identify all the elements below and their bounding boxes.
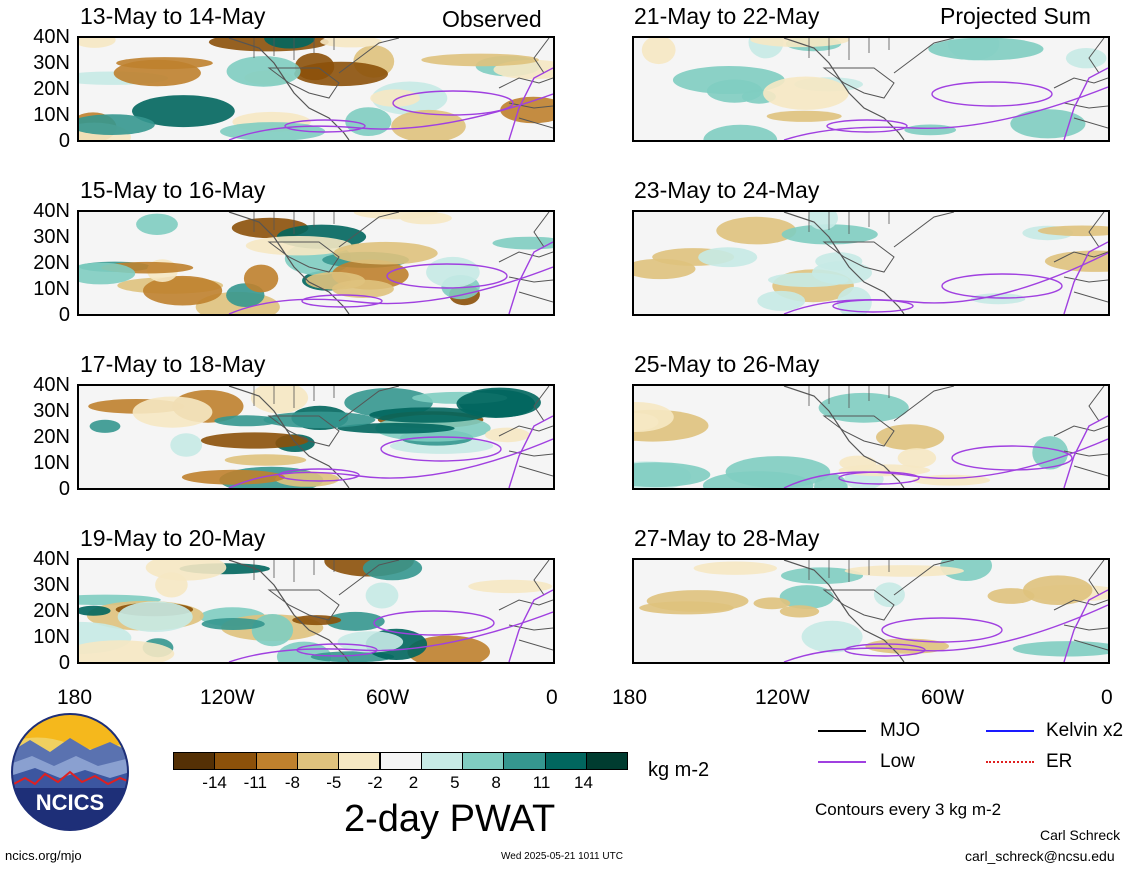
map-panel-left-1: [77, 36, 555, 142]
colorbar-swatch: [296, 752, 340, 770]
pwat-anomaly-map: [79, 560, 553, 662]
colorbar-swatch: [462, 752, 505, 770]
main-title: 2-day PWAT: [344, 798, 556, 840]
contour-note: Contours every 3 kg m-2: [815, 800, 1002, 819]
panel-title-left-2: 15-May to 16-May: [80, 177, 266, 203]
y-label: 20N: [33, 252, 70, 274]
panel-title-right-4: 27-May to 28-May: [634, 525, 820, 551]
legend-er: ER: [1046, 751, 1073, 772]
map-panel-right-1: [632, 36, 1110, 142]
colorbar-tick-label: 5: [450, 773, 460, 792]
footer-url[interactable]: ncics.org/mjo: [5, 848, 82, 863]
x-label: 180: [57, 686, 93, 709]
footer-email[interactable]: carl_schreck@ncsu.edu: [965, 848, 1115, 864]
pwat-anomaly-map: [79, 38, 553, 140]
footer-timestamp: Wed 2025-05-21 1011 UTC: [501, 851, 623, 862]
panel-title-left-3: 17-May to 18-May: [80, 351, 266, 377]
y-label: 40N: [33, 200, 70, 222]
y-label: 0: [58, 130, 70, 152]
panel-title-right-3: 25-May to 26-May: [634, 351, 820, 377]
observed-label: Observed: [442, 6, 542, 32]
er-line: [986, 761, 1034, 763]
y-label: 40N: [33, 548, 70, 570]
map-panel-right-3: [632, 384, 1110, 490]
y-label: 20N: [33, 600, 70, 622]
colorbar-tick-label: 2: [408, 773, 419, 792]
panel-title-left-4: 19-May to 20-May: [80, 525, 266, 551]
legend-low: Low: [880, 751, 915, 772]
map-panel-left-2: [77, 210, 555, 316]
logo-text: NCICS: [36, 790, 104, 815]
colorbar-tick-label: 14: [574, 773, 593, 792]
map-panel-left-3: [77, 384, 555, 490]
mjo-line: [818, 730, 866, 732]
logo-icon: NCICS: [11, 713, 129, 831]
colorbar-swatch: [338, 752, 381, 770]
pwat-anomaly-map: [634, 38, 1108, 140]
x-label: 0: [546, 686, 558, 709]
colorbar-units: kg m-2: [648, 759, 710, 781]
colorbar-tick-label: 11: [532, 773, 551, 792]
kelvin-line: [986, 730, 1034, 732]
legend-mjo: MJO: [880, 720, 921, 741]
y-label: 0: [58, 478, 70, 500]
x-label: 60W: [921, 686, 965, 709]
colorbar-swatch: [214, 752, 257, 770]
x-label: 180: [612, 686, 648, 709]
colorbar-tick-label: -5: [326, 773, 342, 792]
y-label: 30N: [33, 226, 70, 248]
y-label: 0: [58, 652, 70, 674]
y-label: 10N: [33, 278, 70, 300]
pwat-anomaly-map: [634, 560, 1108, 662]
colorbar-tick-label: 8: [491, 773, 501, 792]
y-label: 0: [58, 304, 70, 326]
y-label: 30N: [33, 52, 70, 74]
y-label: 10N: [33, 104, 70, 126]
projected-sum-label: Projected Sum: [940, 3, 1091, 29]
y-label: 30N: [33, 574, 70, 596]
y-label: 40N: [33, 26, 70, 48]
pwat-anomaly-map: [634, 212, 1108, 314]
x-label: 120W: [755, 686, 810, 709]
pwat-anomaly-map: [79, 212, 553, 314]
y-label: 40N: [33, 374, 70, 396]
colorbar-tick-label: -8: [284, 773, 301, 792]
map-panel-left-4: [77, 558, 555, 664]
colorbar-swatch: [503, 752, 546, 770]
colorbar-tick-label: -11: [243, 773, 267, 792]
ncics-logo: NCICS: [10, 712, 130, 832]
colorbar-swatch: [544, 752, 587, 770]
map-panel-right-2: [632, 210, 1110, 316]
panel-title-right-1: 21-May to 22-May: [634, 3, 820, 29]
map-panel-right-4: [632, 558, 1110, 664]
y-label: 30N: [33, 400, 70, 422]
colorbar: -14 -11 -8 -5 -2 2 5 8 11 14: [173, 752, 629, 792]
x-label: 120W: [200, 686, 255, 709]
colorbar-swatch: [173, 752, 216, 770]
colorbar-tick-label: -2: [367, 773, 383, 792]
y-label: 20N: [33, 78, 70, 100]
colorbar-tick-label: -14: [202, 773, 227, 792]
pwat-anomaly-map: [634, 386, 1108, 488]
footer-author: Carl Schreck: [1040, 827, 1121, 843]
y-label: 10N: [33, 452, 70, 474]
y-label: 10N: [33, 626, 70, 648]
colorbar-swatch: [255, 752, 298, 770]
x-label: 0: [1101, 686, 1113, 709]
panel-title-right-2: 23-May to 24-May: [634, 177, 820, 203]
colorbar-swatch: [586, 752, 629, 770]
colorbar-swatch: [379, 752, 422, 770]
x-label: 60W: [366, 686, 410, 709]
pwat-anomaly-map: [79, 386, 553, 488]
low-line: [818, 761, 866, 763]
panel-title-left-1: 13-May to 14-May: [80, 3, 266, 29]
colorbar-swatch: [420, 752, 464, 770]
y-label: 20N: [33, 426, 70, 448]
legend-kelvin: Kelvin x2: [1046, 720, 1124, 741]
